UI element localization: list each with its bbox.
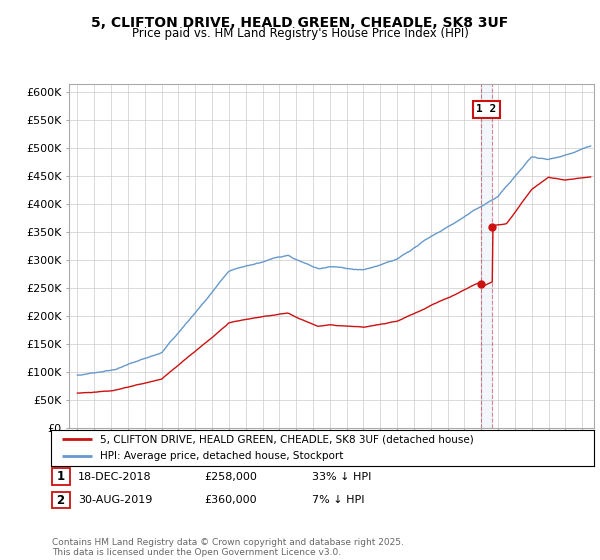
Text: 2: 2 — [56, 493, 65, 507]
Text: Contains HM Land Registry data © Crown copyright and database right 2025.
This d: Contains HM Land Registry data © Crown c… — [52, 538, 404, 557]
Text: 30-AUG-2019: 30-AUG-2019 — [78, 495, 152, 505]
Text: 5, CLIFTON DRIVE, HEALD GREEN, CHEADLE, SK8 3UF: 5, CLIFTON DRIVE, HEALD GREEN, CHEADLE, … — [91, 16, 509, 30]
Text: £360,000: £360,000 — [204, 495, 257, 505]
Text: 18-DEC-2018: 18-DEC-2018 — [78, 472, 152, 482]
Text: £258,000: £258,000 — [204, 472, 257, 482]
Text: HPI: Average price, detached house, Stockport: HPI: Average price, detached house, Stoc… — [100, 451, 343, 461]
Text: 1: 1 — [56, 470, 65, 483]
Text: 5, CLIFTON DRIVE, HEALD GREEN, CHEADLE, SK8 3UF (detached house): 5, CLIFTON DRIVE, HEALD GREEN, CHEADLE, … — [100, 435, 473, 444]
Text: 7% ↓ HPI: 7% ↓ HPI — [312, 495, 365, 505]
Text: 1 2: 1 2 — [476, 104, 497, 114]
Text: 33% ↓ HPI: 33% ↓ HPI — [312, 472, 371, 482]
Text: Price paid vs. HM Land Registry's House Price Index (HPI): Price paid vs. HM Land Registry's House … — [131, 27, 469, 40]
Bar — [481, 84, 493, 428]
